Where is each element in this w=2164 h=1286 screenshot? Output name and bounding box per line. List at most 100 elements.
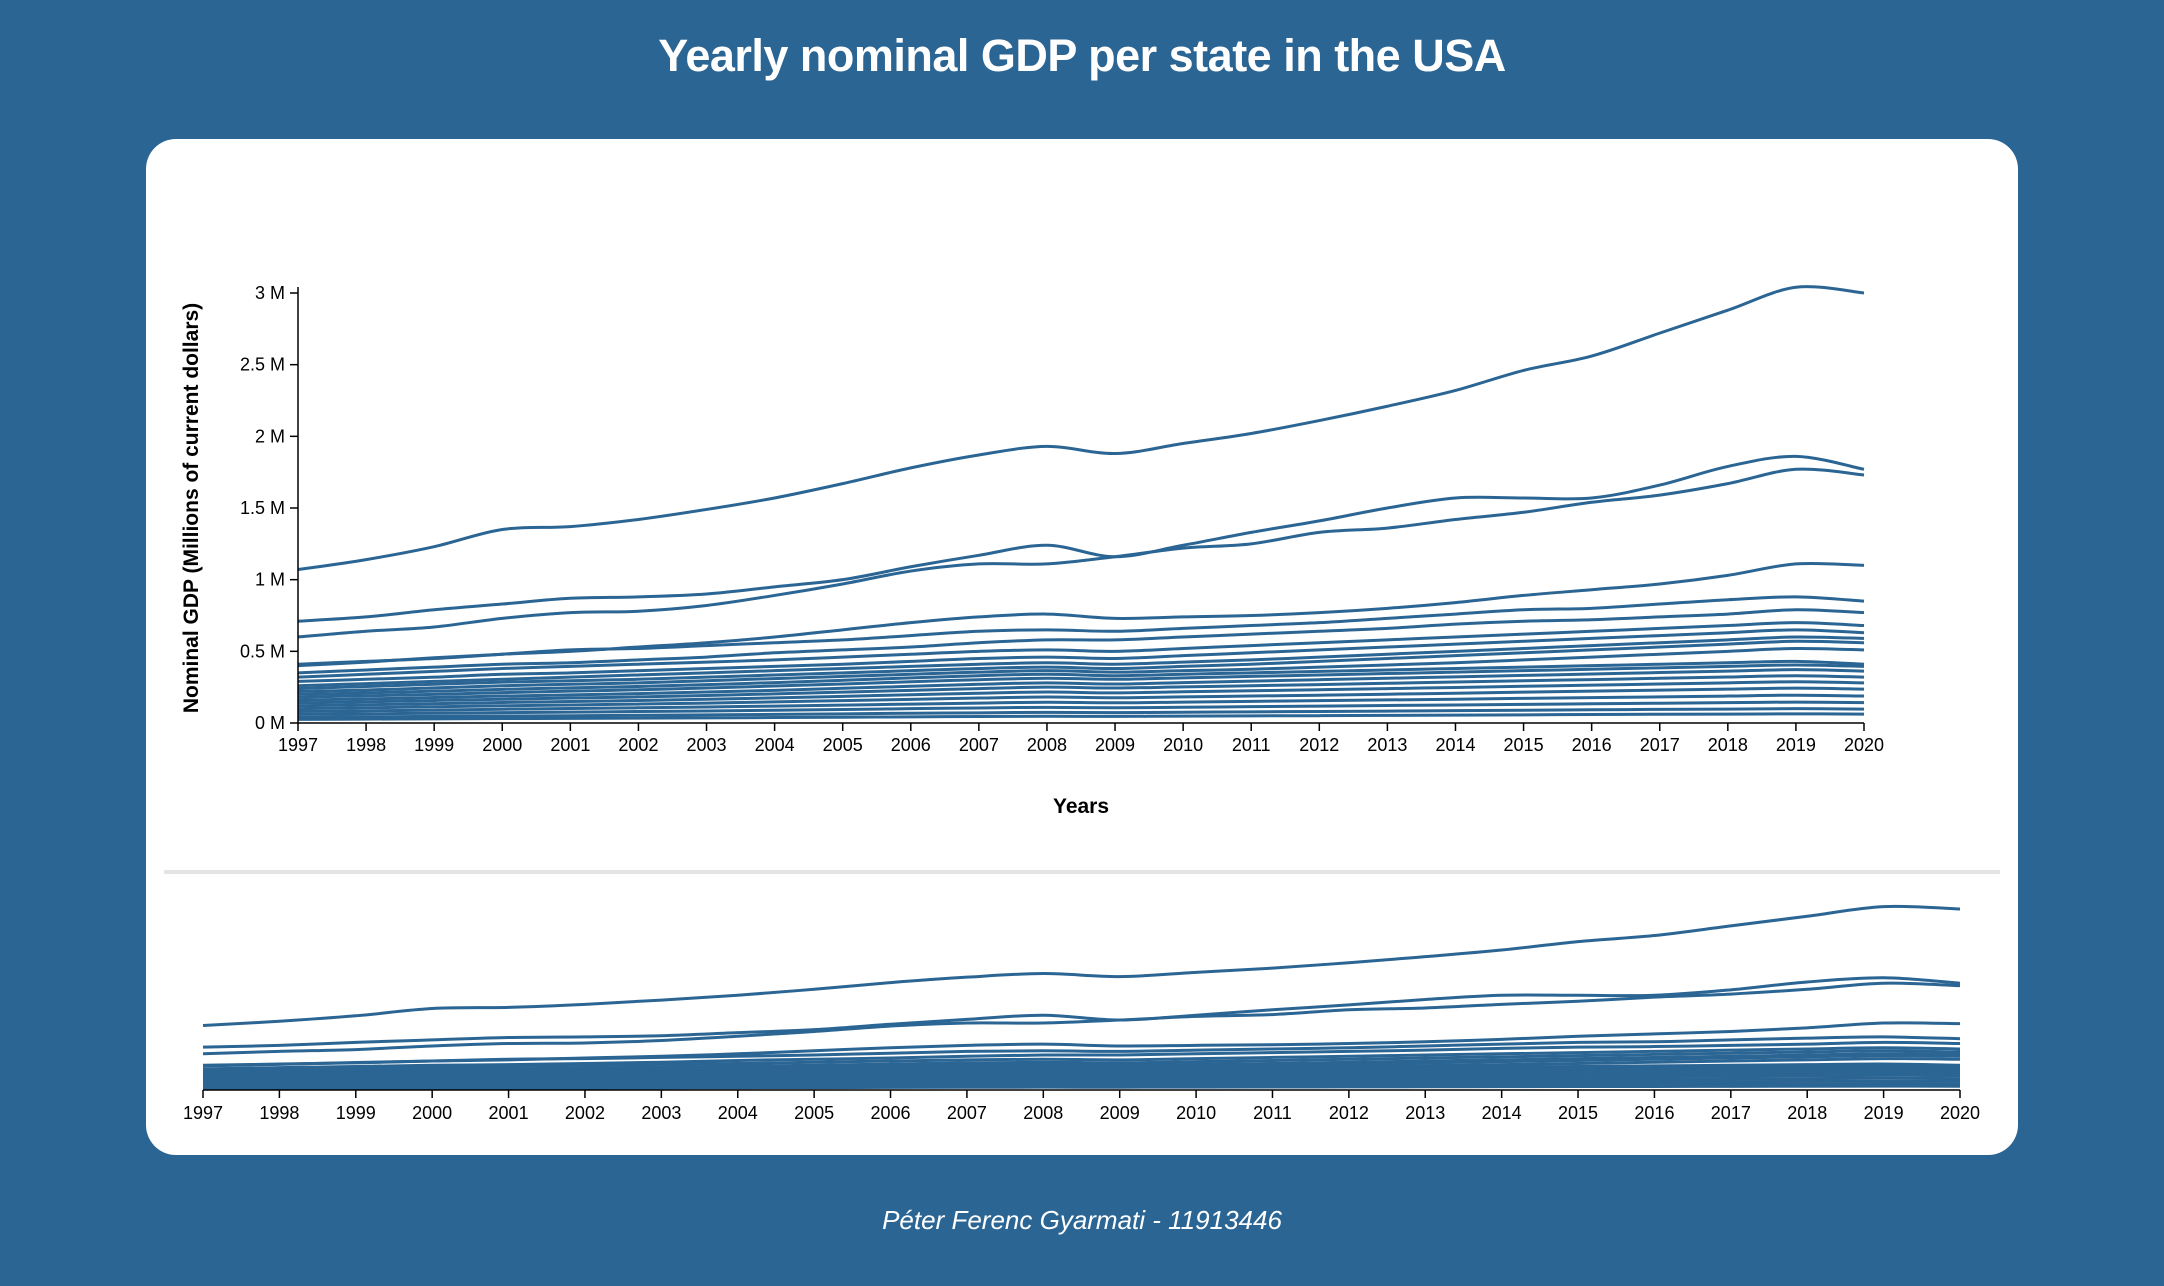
context-series-line-13 <box>202 1064 1961 1081</box>
series-line-16[interactable] <box>297 680 1865 708</box>
x-tick-label: 2004 <box>755 735 795 755</box>
context-x-tick-label: 2017 <box>1711 1103 1751 1123</box>
footer-credit: Péter Ferenc Gyarmati - 11913446 <box>882 1205 1282 1235</box>
series-line-7[interactable] <box>297 621 1865 679</box>
chart-svg[interactable]: 0 M 0.5 M 1 M 1.5 M 2 M 2.5 M 3 M 1997 1998 1999 2… <box>146 139 2018 1155</box>
context-x-tick-label: 2011 <box>1253 1103 1292 1123</box>
x-tick-label: 1999 <box>414 735 454 755</box>
x-tick-label: 2020 <box>1844 735 1884 755</box>
context-series-line-1 <box>202 904 1961 1027</box>
x-axis: 1997 1998 1999 2000 2001 2002 2003 2004 2005 2006… <box>278 722 1884 755</box>
series-line-14[interactable] <box>297 668 1865 702</box>
x-tick-label: 2016 <box>1572 735 1612 755</box>
context-series-line-11 <box>202 1057 1961 1079</box>
x-tick-label: 2002 <box>618 735 658 755</box>
context-lines <box>202 904 1961 1090</box>
x-tick-label: 2014 <box>1435 735 1475 755</box>
context-x-tick-label: 2019 <box>1864 1103 1904 1123</box>
x-tick-label: 2005 <box>823 735 863 755</box>
series-line-15[interactable] <box>297 674 1865 705</box>
context-x-tick-label: 2005 <box>794 1103 834 1123</box>
x-tick-label: 2001 <box>550 735 590 755</box>
focus-lines <box>297 285 1865 721</box>
context-x-tick-label: 2008 <box>1023 1103 1063 1123</box>
context-x-tick-label: 2007 <box>947 1103 987 1123</box>
context-chart[interactable]: 1997 1998 1999 2000 2001 2002 2003 2004 2005 2006… <box>183 904 1980 1123</box>
context-x-tick-label: 1999 <box>336 1103 376 1123</box>
x-tick-label: 2007 <box>959 735 999 755</box>
context-x-tick-label: 2015 <box>1558 1103 1598 1123</box>
series-line-13[interactable] <box>297 663 1865 699</box>
context-series-line-7 <box>202 1046 1961 1073</box>
y-axis-title: Nominal GDP (Millions of current dollars… <box>180 303 203 713</box>
x-tick-label: 1997 <box>278 735 318 755</box>
series-line-12[interactable] <box>297 659 1865 696</box>
context-x-tick-label: 2004 <box>718 1103 758 1123</box>
context-series-line-3 <box>202 981 1961 1056</box>
context-x-tick-label: 2001 <box>489 1103 529 1123</box>
y-tick-label: 2.5 M <box>240 355 285 375</box>
x-tick-label: 2015 <box>1504 735 1544 755</box>
x-axis-title: Years <box>1053 795 1109 818</box>
context-x-tick-label: 2013 <box>1405 1103 1445 1123</box>
y-tick-label: 0.5 M <box>240 641 285 661</box>
y-tick-label: 1 M <box>255 570 285 590</box>
series-line-17[interactable] <box>297 686 1865 711</box>
series-line-9[interactable] <box>297 635 1865 688</box>
x-tick-label: 2009 <box>1095 735 1135 755</box>
context-x-tick-label: 2018 <box>1787 1103 1827 1123</box>
x-tick-label: 2012 <box>1299 735 1339 755</box>
series-line-20[interactable] <box>297 707 1865 719</box>
y-tick-label: 0 M <box>255 713 285 733</box>
x-tick-label: 2000 <box>482 735 522 755</box>
x-tick-label: 2017 <box>1640 735 1680 755</box>
series-line-8[interactable] <box>297 628 1865 683</box>
chart-divider <box>164 870 2000 874</box>
x-tick-label: 2006 <box>891 735 931 755</box>
context-x-tick-label: 1998 <box>259 1103 299 1123</box>
x-tick-label: 2018 <box>1708 735 1748 755</box>
series-line-21[interactable] <box>297 712 1865 721</box>
context-x-tick-label: 2020 <box>1940 1103 1980 1123</box>
chart-card: 0 M 0.5 M 1 M 1.5 M 2 M 2.5 M 3 M 1997 1998 1999 2… <box>146 139 2018 1155</box>
context-x-tick-label: 2003 <box>641 1103 681 1123</box>
x-tick-label: 2003 <box>686 735 726 755</box>
context-x-tick-label: 2016 <box>1634 1103 1674 1123</box>
page-title: Yearly nominal GDP per state in the USA <box>658 30 1506 81</box>
series-line-3[interactable] <box>297 467 1865 639</box>
series-line-6[interactable] <box>297 608 1865 675</box>
context-x-axis: 1997 1998 1999 2000 2001 2002 2003 2004 2005 2006… <box>183 1089 1980 1123</box>
x-tick-label: 2008 <box>1027 735 1067 755</box>
y-tick-label: 2 M <box>255 426 285 446</box>
y-tick-label: 3 M <box>255 283 285 303</box>
context-x-tick-label: 2014 <box>1482 1103 1522 1123</box>
context-x-tick-label: 2009 <box>1100 1103 1140 1123</box>
y-axis: 0 M 0.5 M 1 M 1.5 M 2 M 2.5 M 3 M <box>240 283 299 733</box>
context-series-line-21 <box>202 1084 1961 1090</box>
context-series-line-6 <box>202 1040 1961 1071</box>
context-series-line-17 <box>202 1073 1961 1086</box>
context-x-tick-label: 1997 <box>183 1103 223 1123</box>
context-x-tick-label: 2010 <box>1176 1103 1216 1123</box>
series-line-10[interactable] <box>297 639 1865 691</box>
focus-chart: 0 M 0.5 M 1 M 1.5 M 2 M 2.5 M 3 M 1997 1998 1999 2… <box>180 283 1884 818</box>
x-tick-label: 2011 <box>1232 735 1271 755</box>
x-tick-label: 1998 <box>346 735 386 755</box>
series-line-1[interactable] <box>297 285 1865 572</box>
context-x-tick-label: 2000 <box>412 1103 452 1123</box>
x-tick-label: 2019 <box>1776 735 1816 755</box>
x-tick-label: 2013 <box>1367 735 1407 755</box>
series-line-18[interactable] <box>297 693 1865 714</box>
y-tick-label: 1.5 M <box>240 498 285 518</box>
series-line-19[interactable] <box>297 700 1865 716</box>
context-x-tick-label: 2002 <box>565 1103 605 1123</box>
series-line-2[interactable] <box>297 454 1865 623</box>
context-x-tick-label: 2012 <box>1329 1103 1369 1123</box>
series-line-5[interactable] <box>297 595 1865 666</box>
context-series-line-2 <box>202 976 1961 1049</box>
context-series-line-5 <box>202 1035 1961 1067</box>
series-line-11[interactable] <box>297 646 1865 693</box>
context-x-tick-label: 2006 <box>870 1103 910 1123</box>
x-tick-label: 2010 <box>1163 735 1203 755</box>
context-series-line-8 <box>202 1049 1961 1074</box>
